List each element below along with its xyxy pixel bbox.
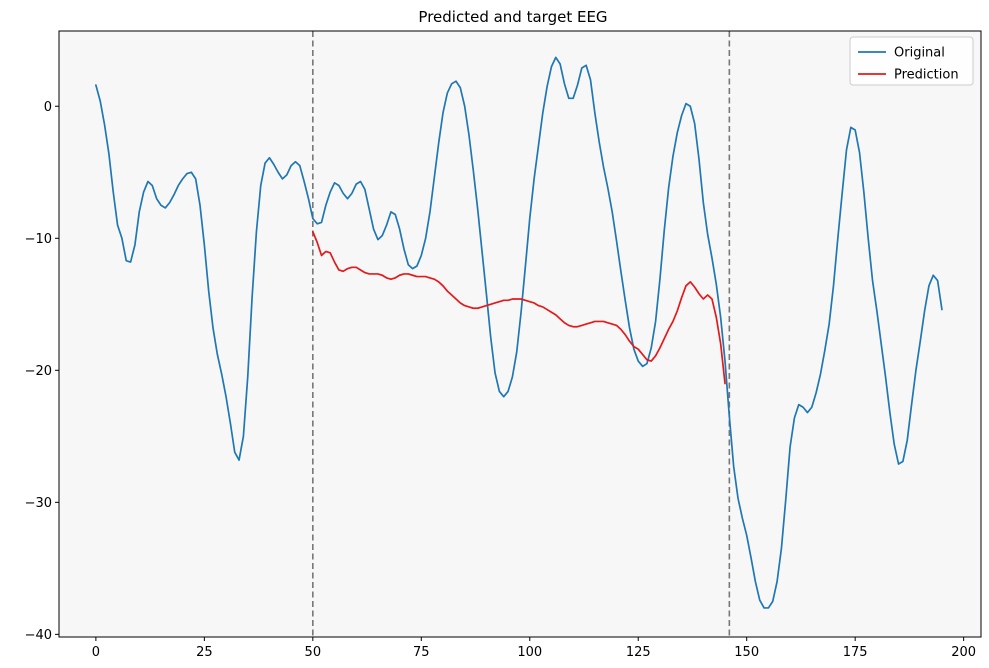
x-tick-label: 150 <box>734 645 759 660</box>
plot-area <box>59 31 981 637</box>
chart-title: Predicted and target EEG <box>418 8 607 26</box>
y-tick-label: −40 <box>25 628 52 643</box>
legend-box <box>849 36 974 86</box>
legend-label: Original <box>894 46 945 61</box>
x-tick-label: 175 <box>843 645 868 660</box>
series-group <box>95 56 943 609</box>
x-tick-label: 25 <box>196 645 213 660</box>
legend-label: Prediction <box>894 68 959 83</box>
divider-lines <box>312 31 731 637</box>
y-tick-label: −30 <box>25 496 52 511</box>
x-tick-label: 200 <box>951 645 976 660</box>
x-tick-label: 75 <box>413 645 430 660</box>
series-line-original <box>95 56 943 609</box>
x-tick-label: 100 <box>517 645 542 660</box>
y-tick-label: −20 <box>25 364 52 379</box>
series-line-prediction <box>311 230 726 385</box>
y-tick-label: −10 <box>25 232 52 247</box>
x-tick-label: 125 <box>626 645 651 660</box>
plot-frame <box>58 30 982 638</box>
x-tick-label: 0 <box>92 645 100 660</box>
x-axis: 0 25 50 75 100 125 150 175 200 <box>92 637 976 660</box>
y-tick-label: 0 <box>44 100 52 115</box>
x-tick-label: 50 <box>305 645 322 660</box>
y-axis: 0 −10 −20 −30 −40 <box>25 100 59 643</box>
legend: Original Prediction <box>849 36 974 86</box>
